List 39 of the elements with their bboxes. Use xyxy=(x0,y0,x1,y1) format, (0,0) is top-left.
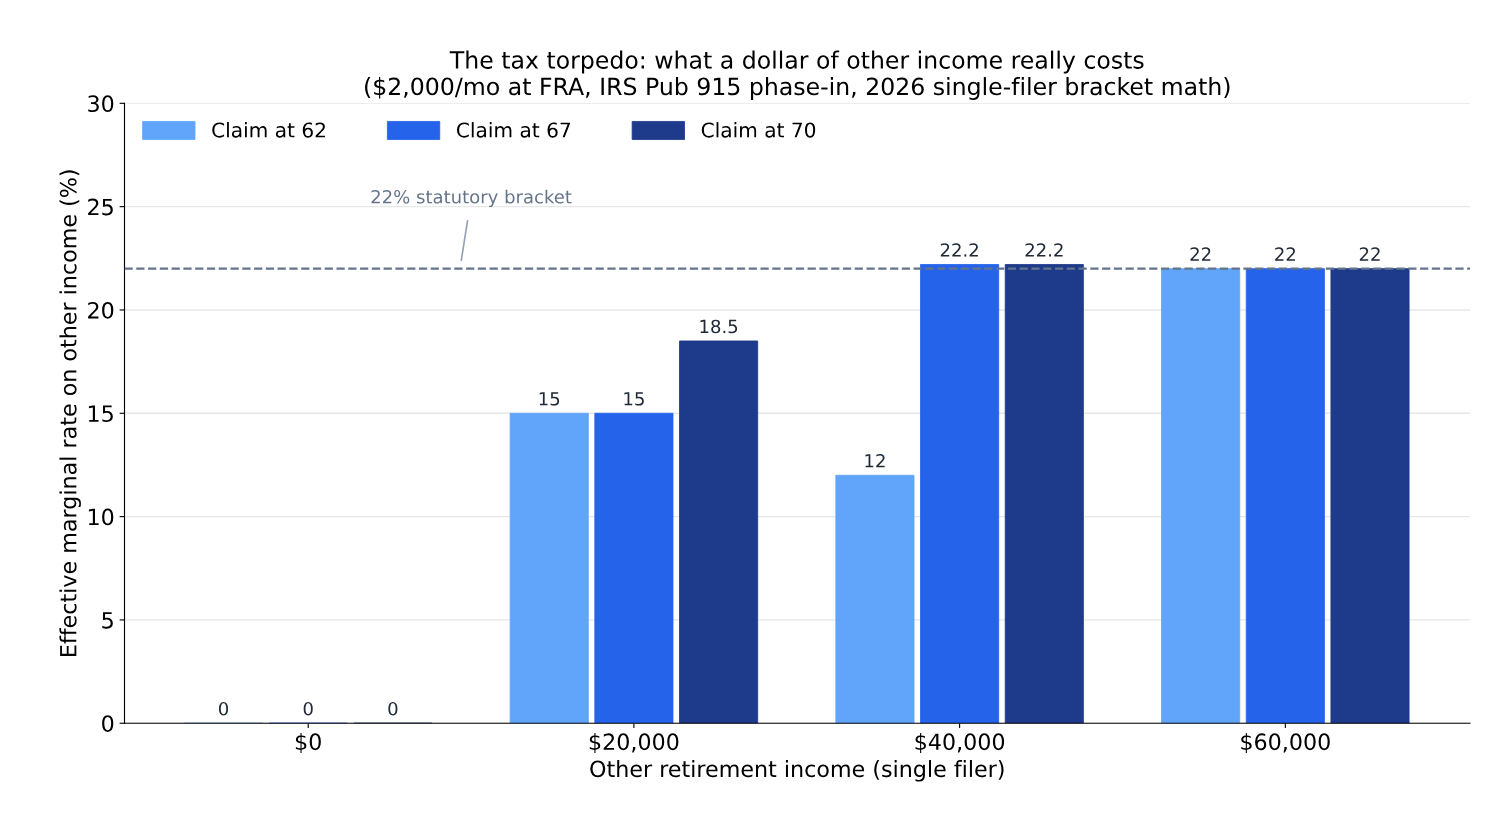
y-axis-title: Effective marginal rate on other income (%) xyxy=(59,170,81,656)
bar xyxy=(679,340,759,724)
y-tick-label: 0 xyxy=(102,715,114,732)
bar xyxy=(1330,268,1410,724)
y-tick-label: 5 xyxy=(102,612,113,629)
legend-label: Claim at 62 xyxy=(212,122,325,138)
ref-line-label: 22% statutory bracket xyxy=(371,189,572,208)
data-label: 0 xyxy=(303,701,313,716)
data-label: 22 xyxy=(1190,247,1211,261)
bar xyxy=(920,264,1000,724)
data-label: 0 xyxy=(388,701,398,716)
bar xyxy=(1004,264,1084,724)
data-label: 15 xyxy=(624,392,644,406)
data-label: 15 xyxy=(539,392,560,406)
bar xyxy=(835,474,915,724)
data-label: 22.2 xyxy=(1025,243,1063,257)
data-label: 18.5 xyxy=(700,319,738,334)
x-tick-label: $40,000 xyxy=(915,732,1005,754)
legend-label: Claim at 70 xyxy=(701,122,816,138)
data-label: 22 xyxy=(1275,247,1295,261)
data-label: 0 xyxy=(218,701,229,716)
x-axis-title: Other retirement income (single filer) xyxy=(590,760,1004,782)
data-label: 22.2 xyxy=(940,243,978,257)
y-tick-label: 10 xyxy=(88,508,114,526)
bar xyxy=(1161,268,1241,724)
data-label: 12 xyxy=(865,453,885,468)
bar xyxy=(1245,268,1325,724)
x-tick-label: $60,000 xyxy=(1241,732,1330,754)
data-label: 22 xyxy=(1359,247,1380,261)
bar xyxy=(509,412,589,724)
y-tick-label: 25 xyxy=(88,198,113,216)
x-tick-label: $20,000 xyxy=(589,732,679,754)
x-tick-label: $0 xyxy=(295,732,321,754)
legend-label: Claim at 67 xyxy=(456,122,571,138)
y-tick-label: 30 xyxy=(88,95,114,113)
y-tick-label: 15 xyxy=(88,405,113,423)
chart-title: The tax torpedo: what a dollar of other income really costs ($2,000/mo at FRA, IRS Pub 915 phase-in, 2026 single-filer bracket math) xyxy=(365,50,1230,100)
y-tick-label: 20 xyxy=(88,301,114,319)
bar xyxy=(594,412,674,724)
